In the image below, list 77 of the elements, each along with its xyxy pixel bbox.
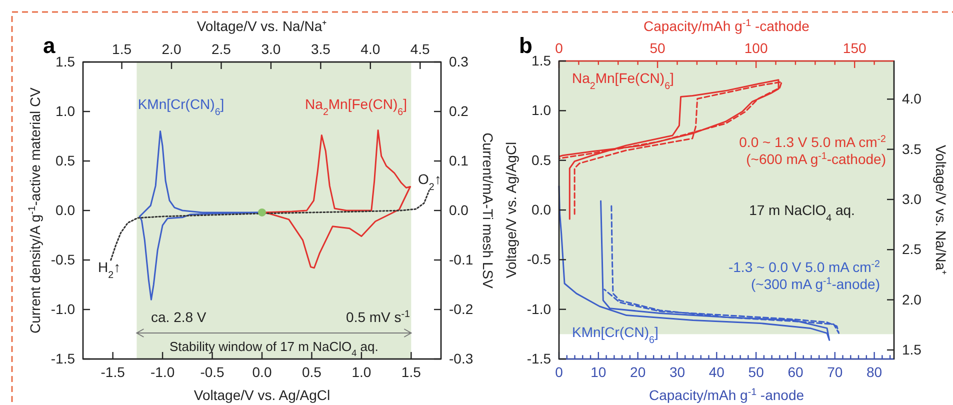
series-label: KMn[Cr(CN)$_{6}$] bbox=[572, 324, 658, 346]
x2-tick-label: 2.5 bbox=[211, 41, 232, 57]
y-tick-label: 0.5 bbox=[56, 152, 76, 168]
annotation: 0.0 ~ 1.3 V 5.0 mA cm$^{-2}$ bbox=[739, 134, 886, 150]
y2-tick-label: 3.0 bbox=[902, 190, 922, 207]
y-tick-label: 0.0 bbox=[56, 202, 76, 218]
y2-tick-label: 4.0 bbox=[902, 90, 922, 107]
x-tick-label: 0 bbox=[555, 364, 564, 380]
x-tick-label: 60 bbox=[788, 364, 804, 380]
x2-tick-label: 0 bbox=[555, 40, 564, 56]
y2-tick-label: 0.1 bbox=[449, 152, 469, 168]
y2-tick-label: 3.5 bbox=[902, 140, 922, 157]
x-tick-label: 40 bbox=[708, 364, 725, 380]
x2-tick-label: 100 bbox=[744, 40, 768, 56]
x-tick-label: 20 bbox=[630, 364, 646, 380]
x-tick-label: 80 bbox=[866, 364, 882, 380]
x-tick-label: 0.0 bbox=[252, 364, 272, 380]
x2-axis-title: Capacity/mAh g$^{-1}$ -cathode bbox=[644, 18, 810, 34]
annotation: 0.5 mV s$^{-1}$ bbox=[346, 308, 410, 325]
y2-axis-title: Voltage/V vs. Na/Na⁺ bbox=[933, 144, 949, 276]
series-label: Na$_{2}$Mn[Fe(CN)$_{6}$] bbox=[305, 96, 407, 118]
annotation: (~300 mA g$^{-1}$-anode) bbox=[751, 276, 880, 292]
y2-tick-label: 0.3 bbox=[449, 53, 469, 70]
x2-tick-label: 4.0 bbox=[360, 41, 380, 57]
chart-title: a bbox=[43, 33, 56, 58]
y-tick-label: 1.5 bbox=[532, 52, 552, 68]
annotation: 17 m NaClO$_{4}$ aq. bbox=[749, 202, 855, 224]
x-tick-label: -0.5 bbox=[200, 364, 225, 380]
annotation: -1.3 ~ 0.0 V 5.0 mA cm$^{-2}$ bbox=[728, 258, 880, 275]
x2-tick-label: 4.5 bbox=[410, 41, 430, 57]
y-tick-label: 0.5 bbox=[532, 152, 552, 168]
y-tick-label: 1.0 bbox=[532, 102, 552, 118]
y-tick-label: -0.5 bbox=[50, 251, 76, 268]
x-axis-title: Voltage/V vs. Ag/AgCl bbox=[194, 387, 330, 403]
x-tick-label: 50 bbox=[748, 364, 764, 380]
x-tick-label: -1.5 bbox=[100, 364, 126, 380]
y2-tick-label: 2.0 bbox=[902, 291, 922, 308]
annotation: O$_{2}$↑ bbox=[418, 171, 442, 192]
y-tick-label: -1.5 bbox=[526, 350, 552, 366]
y-tick-label: -1.5 bbox=[50, 350, 76, 366]
x-tick-label: 30 bbox=[669, 364, 686, 380]
y2-tick-label: 0.0 bbox=[449, 202, 469, 218]
series-label: Na$_{2}$Mn[Fe(CN)$_{6}$] bbox=[572, 70, 674, 92]
y2-tick-label: -0.1 bbox=[449, 251, 474, 268]
x-tick-label: 0.5 bbox=[302, 364, 322, 380]
x-tick-label: -1.0 bbox=[150, 364, 175, 380]
x2-tick-label: 1.5 bbox=[112, 41, 132, 57]
x2-tick-label: 150 bbox=[842, 40, 866, 56]
annotation: ca. 2.8 V bbox=[151, 309, 207, 325]
x2-tick-label: 3.5 bbox=[310, 41, 331, 57]
y2-tick-label: -0.3 bbox=[449, 350, 474, 366]
y2-tick-label: 1.5 bbox=[902, 341, 922, 358]
x2-axis-title: Voltage/V vs. Na/Na⁺ bbox=[196, 18, 328, 34]
x-tick-label: 10 bbox=[590, 364, 606, 380]
x2-tick-label: 2.0 bbox=[162, 41, 182, 57]
text: KMn[Cr(CN)$_{6}$] bbox=[138, 96, 224, 118]
chart-title: b bbox=[519, 33, 532, 58]
x-tick-label: 70 bbox=[827, 364, 843, 380]
annotation: (~600 mA g$^{-1}$-cathode) bbox=[746, 150, 886, 167]
x2-tick-label: 50 bbox=[650, 40, 666, 56]
y2-axis-title: Current/mA-Ti mesh LSV bbox=[480, 132, 496, 290]
x2-tick-label: 3.0 bbox=[261, 41, 281, 57]
y2-tick-label: -0.2 bbox=[449, 300, 474, 317]
annotation: H$_{2}$↑ bbox=[98, 259, 121, 280]
x-axis-title: Capacity/mAh g$^{-1}$ -anode bbox=[648, 386, 804, 403]
y-tick-label: -1.0 bbox=[526, 300, 552, 317]
y-tick-label: 1.0 bbox=[56, 102, 76, 119]
y2-tick-label: 2.5 bbox=[902, 241, 922, 258]
x-tick-label: 1.5 bbox=[401, 364, 422, 380]
y-tick-label: 0.0 bbox=[532, 201, 552, 218]
x-tick-label: 1.0 bbox=[352, 364, 372, 380]
y-tick-label: 1.5 bbox=[56, 53, 76, 70]
y-axis-title: Voltage/V vs. Ag/AgCl bbox=[503, 142, 519, 278]
y2-tick-label: 0.2 bbox=[449, 102, 469, 119]
y-tick-label: -1.0 bbox=[50, 300, 76, 317]
y-tick-label: -0.5 bbox=[526, 251, 552, 268]
band-label: Stability window of 17 m NaClO$_{4}$ aq. bbox=[170, 339, 378, 358]
